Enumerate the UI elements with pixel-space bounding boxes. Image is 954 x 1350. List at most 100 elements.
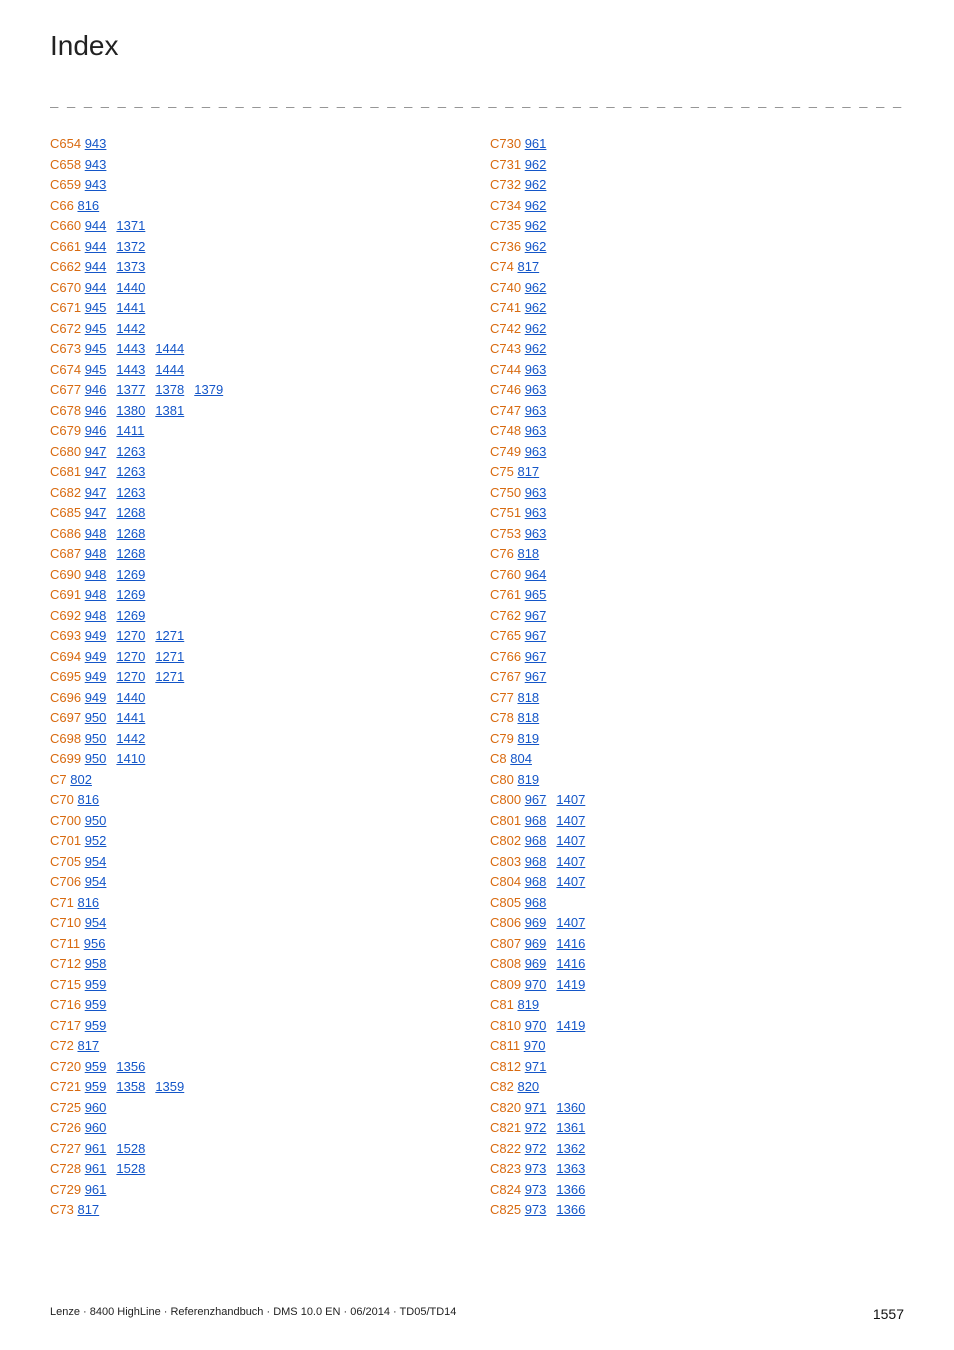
index-page-link[interactable]: 959 [85, 977, 107, 992]
index-page-link[interactable]: 962 [525, 341, 547, 356]
index-page-link[interactable]: 970 [525, 977, 547, 992]
index-page-link[interactable]: 961 [85, 1161, 107, 1176]
index-page-link[interactable]: 946 [85, 382, 107, 397]
index-page-link[interactable]: 819 [517, 772, 539, 787]
index-page-link[interactable]: 962 [525, 239, 547, 254]
index-page-link[interactable]: 1269 [116, 567, 145, 582]
index-page-link[interactable]: 1362 [556, 1141, 585, 1156]
index-page-link[interactable]: 1358 [116, 1079, 145, 1094]
index-page-link[interactable]: 949 [85, 669, 107, 684]
index-page-link[interactable]: 819 [517, 997, 539, 1012]
index-page-link[interactable]: 959 [85, 1079, 107, 1094]
index-page-link[interactable]: 945 [85, 321, 107, 336]
index-page-link[interactable]: 1411 [116, 423, 144, 438]
index-page-link[interactable]: 1271 [155, 669, 184, 684]
index-page-link[interactable]: 959 [85, 1059, 107, 1074]
index-page-link[interactable]: 1407 [556, 792, 585, 807]
index-page-link[interactable]: 962 [525, 321, 547, 336]
index-page-link[interactable]: 959 [85, 1018, 107, 1033]
index-page-link[interactable]: 960 [85, 1120, 107, 1135]
index-page-link[interactable]: 1528 [116, 1161, 145, 1176]
index-page-link[interactable]: 943 [85, 136, 107, 151]
index-page-link[interactable]: 952 [85, 833, 107, 848]
index-page-link[interactable]: 947 [85, 444, 107, 459]
index-page-link[interactable]: 947 [85, 485, 107, 500]
index-page-link[interactable]: 1410 [116, 751, 145, 766]
index-page-link[interactable]: 819 [517, 731, 539, 746]
index-page-link[interactable]: 964 [525, 567, 547, 582]
index-page-link[interactable]: 1416 [556, 936, 585, 951]
index-page-link[interactable]: 1443 [116, 362, 145, 377]
index-page-link[interactable]: 947 [85, 464, 107, 479]
index-page-link[interactable]: 816 [77, 792, 99, 807]
index-page-link[interactable]: 973 [525, 1182, 547, 1197]
index-page-link[interactable]: 968 [525, 833, 547, 848]
index-page-link[interactable]: 1269 [116, 587, 145, 602]
index-page-link[interactable]: 969 [525, 915, 547, 930]
index-page-link[interactable]: 973 [525, 1161, 547, 1176]
index-page-link[interactable]: 1442 [116, 731, 145, 746]
index-page-link[interactable]: 1441 [116, 710, 145, 725]
index-page-link[interactable]: 1270 [116, 649, 145, 664]
index-page-link[interactable]: 967 [525, 608, 547, 623]
index-page-link[interactable]: 818 [517, 546, 539, 561]
index-page-link[interactable]: 1377 [116, 382, 145, 397]
index-page-link[interactable]: 971 [525, 1100, 547, 1115]
index-page-link[interactable]: 1407 [556, 854, 585, 869]
index-page-link[interactable]: 949 [85, 649, 107, 664]
index-page-link[interactable]: 950 [85, 813, 107, 828]
index-page-link[interactable]: 961 [85, 1141, 107, 1156]
index-page-link[interactable]: 963 [525, 403, 547, 418]
index-page-link[interactable]: 1271 [155, 628, 184, 643]
index-page-link[interactable]: 816 [77, 895, 99, 910]
index-page-link[interactable]: 1356 [116, 1059, 145, 1074]
index-page-link[interactable]: 961 [85, 1182, 107, 1197]
index-page-link[interactable]: 962 [525, 177, 547, 192]
index-page-link[interactable]: 961 [525, 136, 547, 151]
index-page-link[interactable]: 948 [85, 546, 107, 561]
index-page-link[interactable]: 1371 [116, 218, 145, 233]
index-page-link[interactable]: 1372 [116, 239, 145, 254]
index-page-link[interactable]: 945 [85, 300, 107, 315]
index-page-link[interactable]: 1407 [556, 915, 585, 930]
index-page-link[interactable]: 1380 [116, 403, 145, 418]
index-page-link[interactable]: 1407 [556, 813, 585, 828]
index-page-link[interactable]: 1381 [155, 403, 184, 418]
index-page-link[interactable]: 963 [525, 505, 547, 520]
index-page-link[interactable]: 971 [525, 1059, 547, 1074]
index-page-link[interactable]: 949 [85, 690, 107, 705]
index-page-link[interactable]: 970 [524, 1038, 546, 1053]
index-page-link[interactable]: 1407 [556, 833, 585, 848]
index-page-link[interactable]: 1269 [116, 608, 145, 623]
index-page-link[interactable]: 947 [85, 505, 107, 520]
index-page-link[interactable]: 958 [85, 956, 107, 971]
index-page-link[interactable]: 802 [70, 772, 92, 787]
index-page-link[interactable]: 967 [525, 628, 547, 643]
index-page-link[interactable]: 968 [525, 895, 547, 910]
index-page-link[interactable]: 1378 [155, 382, 184, 397]
index-page-link[interactable]: 817 [517, 464, 539, 479]
index-page-link[interactable]: 944 [85, 239, 107, 254]
index-page-link[interactable]: 962 [525, 300, 547, 315]
index-page-link[interactable]: 963 [525, 423, 547, 438]
index-page-link[interactable]: 1528 [116, 1141, 145, 1156]
index-page-link[interactable]: 1442 [116, 321, 145, 336]
index-page-link[interactable]: 962 [525, 218, 547, 233]
index-page-link[interactable]: 818 [517, 710, 539, 725]
index-page-link[interactable]: 1263 [116, 485, 145, 500]
index-page-link[interactable]: 1407 [556, 874, 585, 889]
index-page-link[interactable]: 963 [525, 526, 547, 541]
index-page-link[interactable]: 948 [85, 526, 107, 541]
index-page-link[interactable]: 954 [85, 874, 107, 889]
index-page-link[interactable]: 962 [525, 198, 547, 213]
index-page-link[interactable]: 969 [525, 936, 547, 951]
index-page-link[interactable]: 968 [525, 854, 547, 869]
index-page-link[interactable]: 972 [525, 1141, 547, 1156]
index-page-link[interactable]: 960 [85, 1100, 107, 1115]
index-page-link[interactable]: 816 [77, 198, 99, 213]
index-page-link[interactable]: 1419 [556, 1018, 585, 1033]
index-page-link[interactable]: 959 [85, 997, 107, 1012]
index-page-link[interactable]: 948 [85, 608, 107, 623]
index-page-link[interactable]: 1441 [116, 300, 145, 315]
index-page-link[interactable]: 1440 [116, 690, 145, 705]
